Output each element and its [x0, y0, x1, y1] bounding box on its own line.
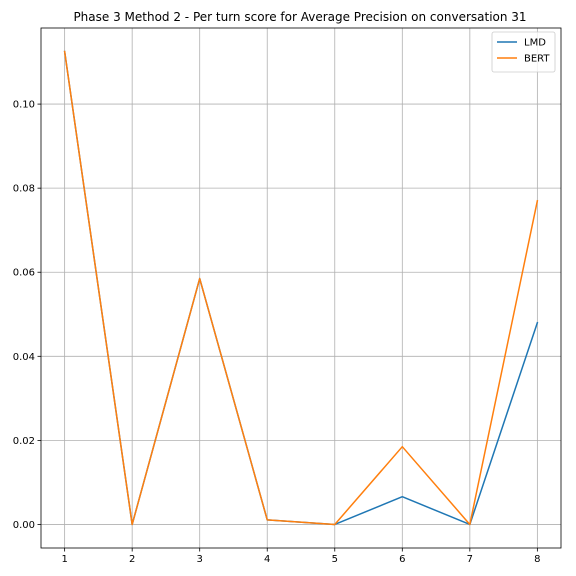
legend-label-lmd: LMD	[524, 38, 546, 49]
x-tick-label: 7	[467, 554, 473, 565]
x-tick-label: 4	[264, 554, 270, 565]
y-tick-label: 0.10	[13, 100, 35, 111]
x-tick-label: 2	[129, 554, 135, 565]
chart-title: Phase 3 Method 2 - Per turn score for Av…	[73, 10, 526, 24]
x-tick-label: 1	[61, 554, 67, 565]
x-tick-label: 5	[332, 554, 338, 565]
grid-lines	[41, 28, 561, 548]
y-tick-label: 0.00	[13, 520, 35, 531]
y-tick-label: 0.06	[13, 268, 35, 279]
legend: LMD BERT	[491, 31, 556, 73]
plot-frame	[40, 27, 562, 549]
series-line-bert	[63, 50, 539, 526]
y-axis: 0.00 0.02 0.04 0.06 0.08 0.10	[13, 100, 41, 531]
x-tick-label: 6	[399, 554, 405, 565]
x-tick-label: 3	[197, 554, 203, 565]
y-tick-label: 0.02	[13, 436, 35, 447]
series-lines	[63, 50, 539, 526]
y-tick-label: 0.04	[13, 352, 35, 363]
y-tick-label: 0.08	[13, 184, 35, 195]
x-tick-label: 8	[534, 554, 540, 565]
x-axis: 1 2 3 4 5 6 7 8	[61, 548, 541, 565]
legend-label-bert: BERT	[524, 54, 550, 65]
